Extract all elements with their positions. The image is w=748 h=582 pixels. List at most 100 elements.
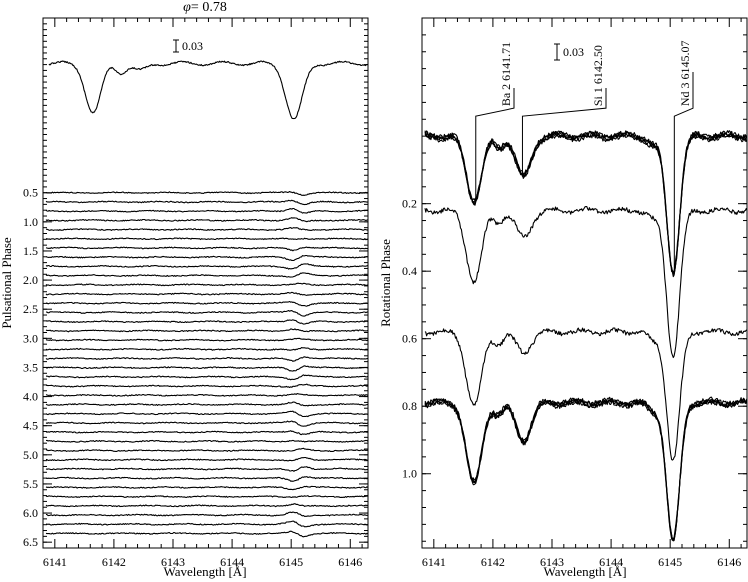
residual-series — [45, 227, 369, 231]
line-id-3: Nd 3 6145.07 — [673, 40, 694, 272]
x-tick-label: 6143 — [161, 555, 185, 569]
pulsational-x-ticks: 6141 6142 6143 6144 6145 6146 — [42, 18, 363, 569]
line-id-group: Ba 2 6141.71 Si 1 6142.50 Nd 3 6145.07 — [475, 40, 694, 272]
residual-series — [45, 207, 369, 214]
pulsational-title: φ= 0.78 — [183, 0, 227, 15]
residual-series — [45, 254, 369, 262]
x-tick-label: 6142 — [481, 555, 505, 569]
phi-value: = 0.78 — [191, 0, 227, 15]
x-tick-label: 6143 — [540, 555, 564, 569]
y-tick-label: 3.5 — [23, 360, 38, 374]
residual-series — [45, 356, 369, 362]
y-tick-label: 1.5 — [23, 244, 38, 258]
x-tick-label: 6146 — [717, 555, 741, 569]
mean-profile — [48, 60, 369, 120]
y-tick-label: 6.0 — [23, 506, 38, 520]
y-tick-label: 0.4 — [402, 264, 417, 278]
residual-series — [45, 503, 369, 508]
residual-series — [45, 337, 369, 342]
line-id-leader — [475, 88, 515, 201]
rotational-profile — [424, 397, 748, 540]
pulsational-panel: φ= 0.78 0.03 6141 6142 6143 6144 6145 6146 0.… — [0, 0, 369, 579]
residual-series — [45, 439, 369, 443]
rotational-profile — [424, 206, 748, 359]
residual-series — [45, 237, 369, 241]
pulsational-series-group — [45, 60, 369, 538]
rotational-plot-frame — [421, 17, 748, 549]
residual-series — [45, 520, 369, 528]
y-tick-label: 0.5 — [23, 186, 38, 200]
x-tick-label: 6141 — [43, 555, 67, 569]
residual-series — [45, 199, 369, 206]
line-id-label: Ba 2 6141.71 — [499, 42, 513, 106]
y-tick-label: 1.0 — [23, 215, 38, 229]
residual-series — [45, 401, 368, 407]
line-id-2: Si 1 6142.50 — [521, 45, 607, 177]
line-id-label: Si 1 6142.50 — [591, 45, 605, 106]
x-tick-label: 6145 — [658, 555, 682, 569]
residual-series — [45, 447, 369, 452]
residual-series — [45, 319, 369, 325]
residual-series — [45, 282, 369, 287]
residual-series — [45, 456, 369, 462]
rotational-profile — [424, 399, 748, 542]
y-tick-label: 4.0 — [23, 390, 38, 404]
residual-series — [46, 300, 369, 307]
y-tick-label: 6.5 — [23, 535, 38, 549]
rotational-panel: 0.03 Ba 2 6141.71 Si 1 6142.50 Nd 3 6145.0… — [378, 17, 748, 579]
rotational-xlabel: Wavelength [Å] — [543, 564, 626, 579]
residual-series — [45, 495, 369, 499]
x-tick-label: 6141 — [422, 555, 446, 569]
residual-series — [45, 530, 369, 538]
y-tick-label: 0.8 — [402, 399, 417, 413]
rotational-x-ticks: 6141 6142 6143 6144 6145 6146 — [421, 18, 742, 569]
residual-series — [45, 476, 369, 482]
line-id-leader — [521, 88, 607, 177]
pulsational-y-ticks: 0.5 1.0 1.5 2.0 2.5 3.0 3.5 4.0 4.5 5.0 5.5 6.0 6.5 — [23, 17, 368, 549]
rotational-profile — [424, 133, 748, 278]
residual-series — [45, 246, 369, 252]
residual-series — [45, 393, 369, 397]
residual-series — [45, 217, 369, 223]
x-tick-label: 6144 — [220, 555, 244, 569]
line-id-leader — [673, 72, 694, 272]
residual-series — [45, 291, 368, 296]
y-tick-label: 5.5 — [23, 477, 38, 491]
y-tick-label: 2.0 — [23, 273, 38, 287]
x-tick-label: 6142 — [102, 555, 126, 569]
residual-series — [45, 466, 369, 472]
x-tick-label: 6146 — [338, 555, 362, 569]
y-tick-label: 3.0 — [23, 331, 38, 345]
residual-series — [45, 263, 369, 270]
y-tick-label: 2.5 — [23, 302, 38, 316]
y-tick-label: 4.5 — [23, 419, 38, 433]
rotational-profile — [424, 400, 748, 542]
residual-series — [45, 420, 369, 427]
rotational-scale-bar: 0.03 — [554, 43, 584, 61]
pulsational-plot-frame — [42, 17, 369, 549]
x-tick-label: 6145 — [279, 555, 303, 569]
residual-series — [45, 430, 369, 436]
rotational-profile — [424, 132, 748, 275]
residual-series — [45, 328, 369, 333]
phi-symbol: φ — [183, 0, 191, 15]
rotational-ylabel: Rotational Phase — [378, 239, 393, 327]
x-tick-label: 6144 — [599, 555, 623, 569]
pulsational-scale-label: 0.03 — [182, 39, 203, 53]
rotational-profile — [424, 396, 748, 541]
residual-series — [45, 309, 369, 317]
residual-series — [45, 383, 369, 389]
rotational-scale-label: 0.03 — [563, 45, 584, 59]
y-tick-label: 5.0 — [23, 448, 38, 462]
y-tick-label: 1.0 — [402, 467, 417, 481]
pulsational-ylabel: Pulsational Phase — [0, 237, 14, 329]
rotational-y-ticks: 0.2 0.4 0.6 0.8 1.0 — [402, 34, 747, 542]
residual-series — [45, 511, 368, 518]
y-tick-label: 0.6 — [402, 332, 417, 346]
line-id-label: Nd 3 6145.07 — [678, 40, 692, 106]
residual-series — [45, 365, 369, 372]
rotational-series-group — [424, 130, 748, 542]
residual-series — [45, 374, 369, 381]
residual-series — [45, 410, 369, 418]
